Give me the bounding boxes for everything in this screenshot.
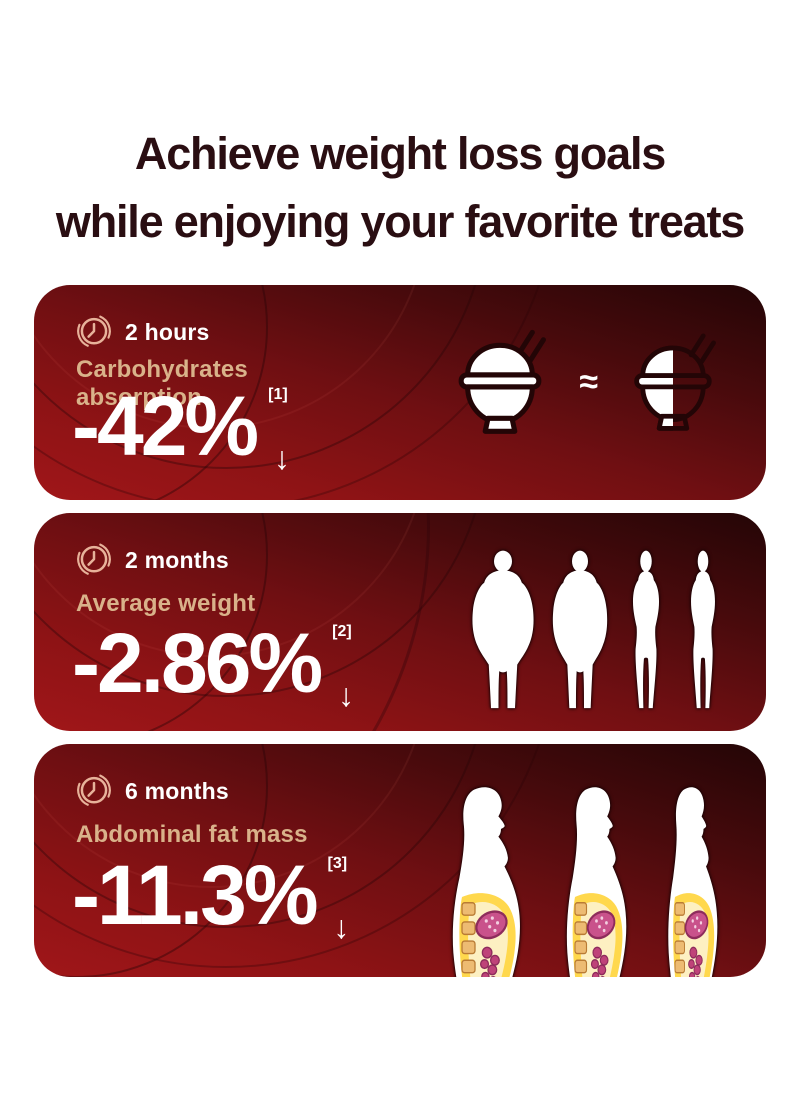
person-silhouette-slim-icon [632, 550, 660, 709]
page: Achieve weight loss goals while enjoying… [0, 120, 800, 977]
stat-value: -2.86% [72, 616, 323, 710]
duration-row: 2 months [74, 540, 229, 580]
person-silhouette-slimmer-icon [691, 550, 715, 709]
stat-value: -11.3% [72, 848, 319, 942]
reference-superscript: [2] [332, 623, 352, 640]
stat-value: -42% [72, 379, 259, 473]
torso-cross-section-medium-icon [565, 786, 628, 977]
person-silhouette-overweight-icon [552, 550, 608, 709]
duration-label: 2 hours [125, 318, 210, 345]
reference-and-arrow: [2] ↓ [332, 621, 354, 713]
duration-row: 2 hours [74, 312, 209, 352]
approx-symbol: ≈ [579, 362, 598, 401]
rice-bowl-half-icon [616, 333, 716, 443]
decrease-arrow-icon: ↓ [333, 909, 350, 945]
stat-value-row: -11.3% [3] ↓ [72, 848, 350, 945]
metric-label: Carbohydrates absorption [76, 356, 248, 411]
reference-superscript: [3] [327, 855, 348, 872]
title-line-2: while enjoying your favorite treats [55, 195, 745, 247]
page-title: Achieve weight loss goals while enjoying… [0, 120, 800, 255]
duration-label: 6 months [125, 777, 229, 804]
stat-card-carbohydrates-absorption: 2 hours Carbohydrates absorption -42% [1… [34, 285, 766, 500]
decrease-arrow-icon: ↓ [337, 677, 354, 713]
stat-card-abdominal-fat-mass: 6 months Abdominal fat mass -11.3% [3] ↓ [34, 744, 766, 977]
reference-and-arrow: [3] ↓ [327, 853, 350, 945]
stat-value-row: -2.86% [2] ↓ [72, 616, 354, 713]
stat-card-average-weight: 2 months Average weight -2.86% [2] ↓ [34, 513, 766, 731]
metric-label: Average weight [76, 590, 256, 617]
clock-icon [74, 312, 114, 352]
clock-icon [74, 540, 114, 580]
torso-cross-section-small-icon [667, 786, 719, 977]
body-silhouettes-illustration [467, 549, 726, 713]
rice-bowl-full-icon [439, 329, 547, 447]
decrease-arrow-icon: ↓ [273, 440, 290, 476]
duration-row: 6 months [74, 771, 229, 811]
person-silhouette-obese-icon [472, 550, 534, 709]
metric-label: Abdominal fat mass [76, 821, 308, 848]
reference-superscript: [1] [268, 386, 288, 403]
reference-and-arrow: [1] ↓ [268, 384, 290, 476]
stat-cards: 2 hours Carbohydrates absorption -42% [1… [0, 285, 800, 977]
duration-label: 2 months [125, 546, 229, 573]
stat-value-row: -42% [1] ↓ [72, 379, 290, 476]
clock-icon [74, 771, 114, 811]
rice-bowls-illustration: ≈ [439, 325, 730, 447]
abdominal-fat-illustration [436, 782, 732, 977]
title-line-1: Achieve weight loss goals [134, 128, 666, 179]
torso-cross-section-large-icon [451, 786, 522, 977]
